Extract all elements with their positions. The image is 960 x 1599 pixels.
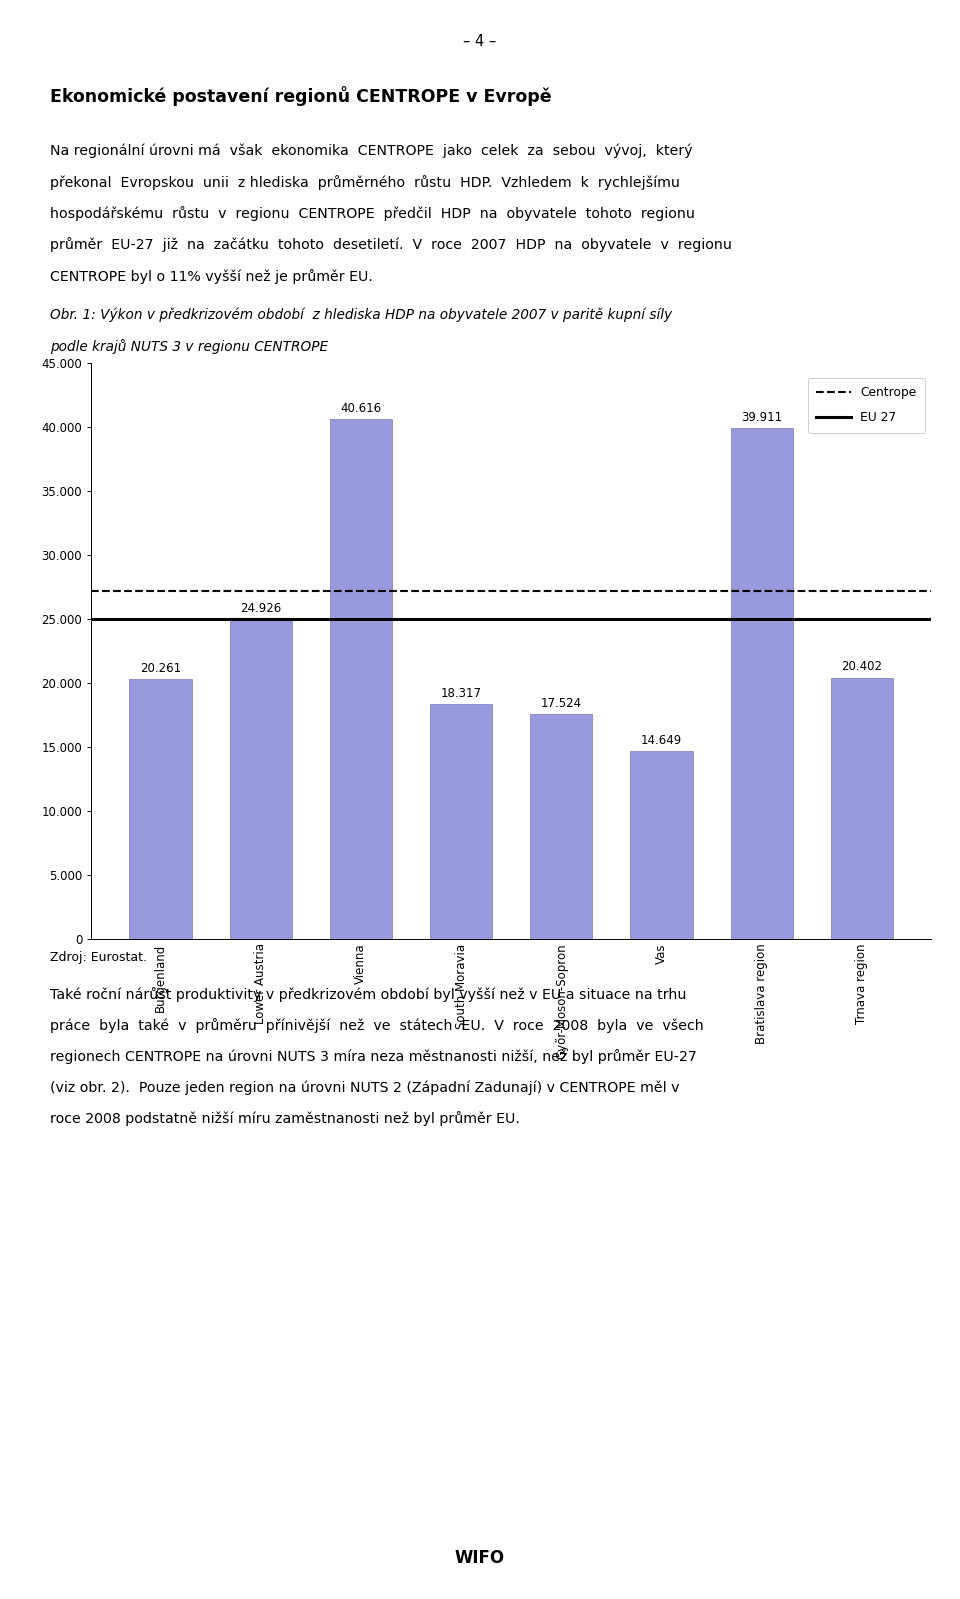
- Text: podle krajů NUTS 3 v regionu CENTROPE: podle krajů NUTS 3 v regionu CENTROPE: [50, 339, 328, 353]
- Bar: [430, 704, 492, 939]
- Text: – 4 –: – 4 –: [464, 35, 496, 50]
- Text: 18.317: 18.317: [441, 688, 482, 700]
- Text: WIFO: WIFO: [455, 1549, 505, 1567]
- Legend: Centrope, EU 27: Centrope, EU 27: [807, 377, 925, 433]
- Bar: [130, 680, 191, 939]
- Text: Zdroj: Eurostat.: Zdroj: Eurostat.: [50, 951, 147, 964]
- Text: práce  byla  také  v  průměru  přínivější  než  ve  státech  EU.  V  roce  2008 : práce byla také v průměru přínivější než…: [50, 1019, 704, 1033]
- Text: 14.649: 14.649: [641, 734, 683, 747]
- Text: 20.261: 20.261: [140, 662, 181, 675]
- Text: 20.402: 20.402: [842, 660, 882, 673]
- Bar: [731, 429, 793, 939]
- Text: překonal  Evropskou  unii  z hlediska  průměrného  růstu  HDP.  Vzhledem  k  ryc: překonal Evropskou unii z hlediska průmě…: [50, 174, 680, 190]
- Bar: [530, 715, 592, 939]
- Text: Ekonomické postavení regionů CENTROPE v Evropě: Ekonomické postavení regionů CENTROPE v …: [50, 86, 552, 106]
- Text: Také roční nárůst produktivity v předkrizovém období byl vyšší než v EU a situac: Také roční nárůst produktivity v předkri…: [50, 987, 686, 1001]
- Text: Obr. 1: Výkon v předkrizovém období  z hlediska HDP na obyvatele 2007 v paritě k: Obr. 1: Výkon v předkrizovém období z hl…: [50, 307, 672, 321]
- Bar: [631, 752, 692, 939]
- Text: CENTROPE byl o 11% vyšší než je průměr EU.: CENTROPE byl o 11% vyšší než je průměr E…: [50, 269, 372, 283]
- Text: 40.616: 40.616: [340, 401, 381, 414]
- Text: Na regionální úrovni má  však  ekonomika  CENTROPE  jako  celek  za  sebou  vývo: Na regionální úrovni má však ekonomika C…: [50, 144, 692, 158]
- Text: roce 2008 podstatně nižší míru zaměstnanosti než byl průměr EU.: roce 2008 podstatně nižší míru zaměstnan…: [50, 1111, 519, 1126]
- Text: 24.926: 24.926: [240, 603, 281, 616]
- Bar: [831, 678, 893, 939]
- Text: průměr  EU-27  již  na  začátku  tohoto  desetiletí.  V  roce  2007  HDP  na  ob: průměr EU-27 již na začátku tohoto deset…: [50, 237, 732, 253]
- Bar: [330, 419, 392, 939]
- Text: (viz obr. 2).  Pouze jeden region na úrovni NUTS 2 (Západní Zadunají) v CENTROPE: (viz obr. 2). Pouze jeden region na úrov…: [50, 1081, 680, 1095]
- Text: regionech CENTROPE na úrovni NUTS 3 míra neza městnanosti nižší, než byl průměr : regionech CENTROPE na úrovni NUTS 3 míra…: [50, 1049, 697, 1063]
- Text: 17.524: 17.524: [540, 697, 582, 710]
- Text: 39.911: 39.911: [741, 411, 782, 424]
- Bar: [229, 620, 292, 939]
- Text: hospodářskému  růstu  v  regionu  CENTROPE  předčil  HDP  na  obyvatele  tohoto : hospodářskému růstu v regionu CENTROPE p…: [50, 206, 695, 221]
